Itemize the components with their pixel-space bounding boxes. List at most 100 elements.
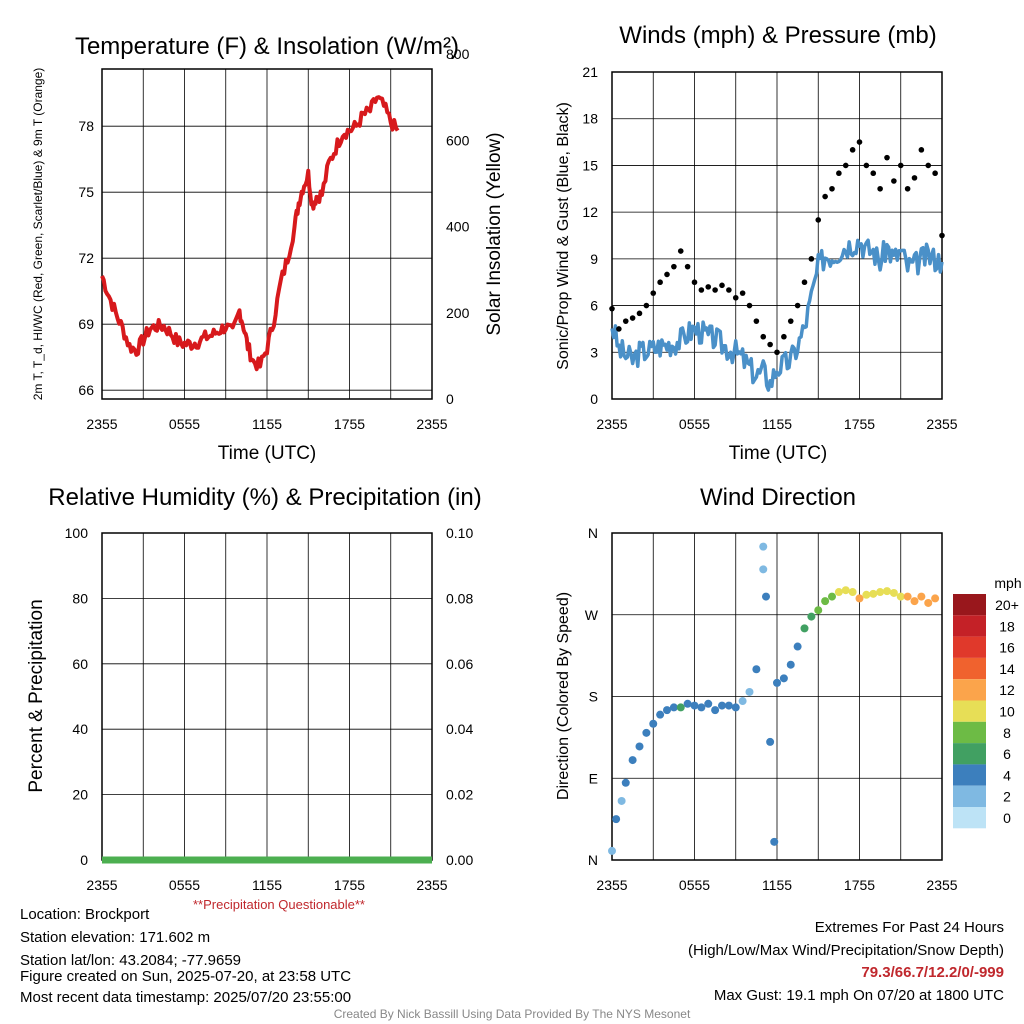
direction-point [635,742,644,751]
direction-point [704,699,713,708]
x-tick-label: 0555 [169,416,200,432]
direction-point [676,703,685,712]
y-tick-label: 78 [78,118,94,134]
legend-label: 0 [1003,810,1011,826]
x-tick-label: 1155 [762,877,792,893]
sonic-wind-series [610,238,944,392]
direction-point [745,687,754,696]
gust-point [636,310,643,317]
x-tick-label: 2355 [416,877,447,893]
gust-point [829,185,835,192]
gust-point [609,305,615,312]
y-tick-label: E [589,770,598,786]
x-tick-label: 2355 [926,416,957,432]
station-location: Location: Brockport [20,906,150,923]
gust-point [842,162,849,169]
gust-point [691,279,698,286]
direction-point [862,590,871,599]
legend-swatch [953,594,986,616]
gust-point [904,185,911,192]
direction-point [612,815,621,824]
direction-point [821,597,830,606]
gust-point [815,217,822,223]
direction-point [800,624,809,633]
y-axis-label-2: Sonic/Prop Wind & Gust (Blue, Black) [555,102,572,370]
y-tick-label: 15 [582,157,598,173]
direction-point [656,710,665,719]
legend-label: 8 [1003,725,1011,741]
gust-point [760,333,767,340]
direction-point [814,606,823,615]
y-tick-label: 21 [582,64,598,80]
direction-point [608,846,616,855]
gust-point [705,284,712,290]
direction-point [848,588,857,597]
gust-point [698,287,705,293]
chart-title-3: Relative Humidity (%) & Precipitation (i… [48,484,481,511]
direction-point [690,701,699,710]
gust-point [753,318,760,324]
direction-point [628,756,637,765]
direction-point [766,737,775,746]
figure-created: Figure created on Sun, 2025-07-20, at 23… [20,968,352,985]
y-tick-label: N [588,852,598,868]
x-tick-label: 1155 [252,877,282,893]
direction-point [752,665,761,674]
x-tick-label: 2355 [416,416,447,432]
y2-tick-label: 0.00 [446,852,473,868]
gust-point [684,263,691,270]
x-tick-label: 1755 [844,416,875,432]
gust-point [629,315,636,321]
y2-tick-label: 400 [446,219,470,235]
most-recent-timestamp: Most recent data timestamp: 2025/07/20 2… [20,989,352,1006]
extremes-title: Extremes For Past 24 Hours [814,919,1004,936]
gust-point [726,287,732,293]
direction-point [841,586,850,595]
x-tick-label: 0555 [679,416,710,432]
x-tick-label: 1755 [334,416,365,432]
y2-tick-label: 0.10 [446,525,473,541]
gust-point [650,290,657,296]
legend-swatch [953,679,986,701]
y-tick-label: 66 [78,382,94,398]
direction-point [617,796,626,805]
gust-point [801,279,808,286]
gust-point [767,341,773,348]
direction-point [889,588,898,597]
gust-point [677,248,684,254]
direction-point [883,587,891,596]
gust-point [911,175,918,181]
legend-swatch [953,700,986,722]
gust-point [856,139,863,145]
y2-tick-label: 0.08 [446,590,473,606]
legend-swatch [953,721,986,744]
x-tick-label: 1755 [844,877,875,893]
direction-point [770,837,779,846]
gust-point [787,318,794,324]
y2-axis-label-1: Solar Insolation (Yellow) [484,132,505,335]
y2-tick-label: 200 [446,305,470,321]
legend-label: 16 [999,640,1015,656]
chart-title-4: Wind Direction [700,484,856,511]
gust-point [732,294,739,301]
y-tick-label: S [589,689,598,705]
y-tick-label: N [588,525,598,541]
direction-point [903,592,912,601]
x-tick-label: 1155 [252,416,282,432]
direction-point [718,701,726,710]
y-tick-label: 72 [78,250,94,266]
gust-point [932,170,938,177]
extremes-values: 79.3/66.7/12.2/0/-999 [861,964,1004,981]
direction-point [669,703,678,712]
gust-point [794,302,801,309]
y-tick-label: 0 [590,391,598,407]
y-axis-label-3: Percent & Precipitation [26,599,47,792]
gust-point [822,193,828,200]
gust-point [774,349,780,356]
direction-point [731,703,740,712]
direction-point [663,706,671,715]
direction-point [724,701,733,710]
y2-tick-label: 800 [446,46,470,62]
direction-point [855,594,864,603]
